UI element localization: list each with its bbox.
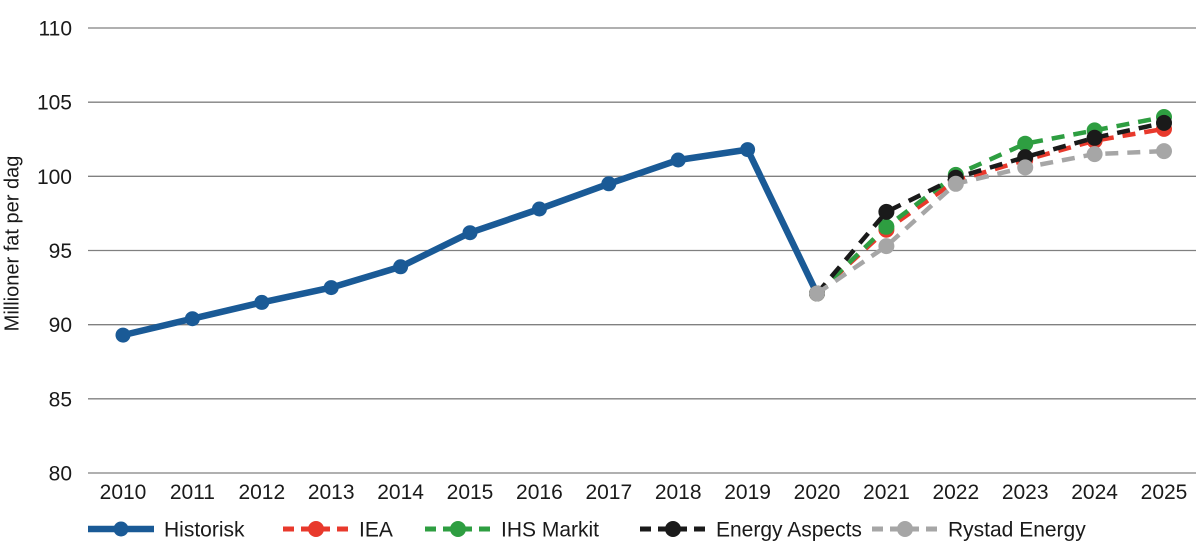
legend-label-ihs-markit: IHS Markit: [501, 519, 599, 542]
legend-item-rystad-energy: Rystad Energy: [872, 519, 1086, 542]
x-axis-tick-label: 2020: [794, 481, 841, 504]
series-marker-ihs-markit: [878, 218, 895, 235]
y-axis-tick-label: 95: [49, 240, 72, 263]
series-marker-historisk: [601, 176, 617, 192]
series-line-ihs-markit: [815, 114, 1165, 296]
x-axis-tick-label: 2021: [863, 481, 910, 504]
x-axis-tick-label: 2011: [170, 481, 215, 504]
x-axis-tick-label: 2025: [1141, 481, 1188, 504]
series-marker-rystad-energy: [809, 285, 825, 302]
legend-marker-icon-iea: [308, 521, 324, 537]
series-marker-rystad-energy: [947, 175, 964, 192]
legend-item-energy-aspects: Energy Aspects: [640, 519, 862, 542]
legend-label-iea: IEA: [359, 519, 393, 542]
x-axis-tick-label: 2013: [308, 481, 355, 504]
legend-marker-icon-historisk: [113, 521, 129, 537]
y-axis-tick-label: 80: [49, 463, 72, 486]
series-line-historisk: [122, 146, 820, 339]
legend-marker-icon-ihs-markit: [450, 521, 466, 537]
x-axis-tick-label: 2014: [377, 481, 424, 504]
legend-label-rystad-energy: Rystad Energy: [948, 519, 1086, 542]
series-marker-rystad-energy: [1086, 146, 1103, 163]
series-line-energy-aspects: [815, 120, 1165, 295]
y-axis-title: Millioner fat per dag: [1, 155, 24, 332]
series-line-rystad-energy: [815, 148, 1165, 296]
series-marker-rystad-energy: [1156, 143, 1172, 160]
series-marker-energy-aspects: [878, 203, 895, 220]
legend-item-iea: IEA: [283, 519, 393, 542]
x-axis-tick-label: 2015: [447, 481, 494, 504]
series-marker-historisk: [740, 142, 756, 158]
y-axis-tick-label: 110: [39, 18, 72, 41]
x-axis-tick-label: 2017: [585, 481, 632, 504]
series-marker-ihs-markit: [1017, 135, 1034, 152]
y-axis-tick-label: 100: [37, 166, 72, 189]
series-marker-historisk: [670, 152, 686, 168]
series-marker-historisk: [531, 201, 547, 217]
legend-label-historisk: Historisk: [164, 519, 245, 542]
x-axis-tick-label: 2023: [1002, 481, 1049, 504]
series-marker-historisk: [323, 280, 339, 296]
x-axis-tick-label: 2012: [238, 481, 285, 504]
x-axis-tick-label: 2010: [100, 481, 147, 504]
legend-item-historisk: Historisk: [88, 519, 245, 542]
series-marker-historisk: [393, 259, 409, 275]
x-axis-tick-label: 2024: [1071, 481, 1118, 504]
legend-marker-icon-energy-aspects: [665, 521, 681, 537]
x-axis-tick-label: 2018: [655, 481, 702, 504]
series-marker-rystad-energy: [878, 238, 895, 255]
series-marker-rystad-energy: [1017, 159, 1034, 176]
legend-item-ihs-markit: IHS Markit: [425, 519, 599, 542]
series-marker-historisk: [254, 294, 270, 310]
series-marker-energy-aspects: [1086, 129, 1103, 146]
legend-label-energy-aspects: Energy Aspects: [716, 519, 862, 542]
series-marker-historisk: [184, 311, 200, 327]
series-marker-historisk: [462, 225, 478, 241]
series-marker-energy-aspects: [1156, 114, 1172, 131]
legend-marker-icon-rystad-energy: [897, 521, 913, 537]
x-axis-tick-label: 2022: [932, 481, 979, 504]
y-axis-tick-label: 105: [37, 92, 72, 115]
y-axis-tick-label: 90: [49, 314, 72, 337]
x-axis-tick-label: 2019: [724, 481, 771, 504]
series-marker-historisk: [115, 327, 131, 343]
x-axis-tick-label: 2016: [516, 481, 563, 504]
y-axis-tick-label: 85: [49, 388, 72, 411]
